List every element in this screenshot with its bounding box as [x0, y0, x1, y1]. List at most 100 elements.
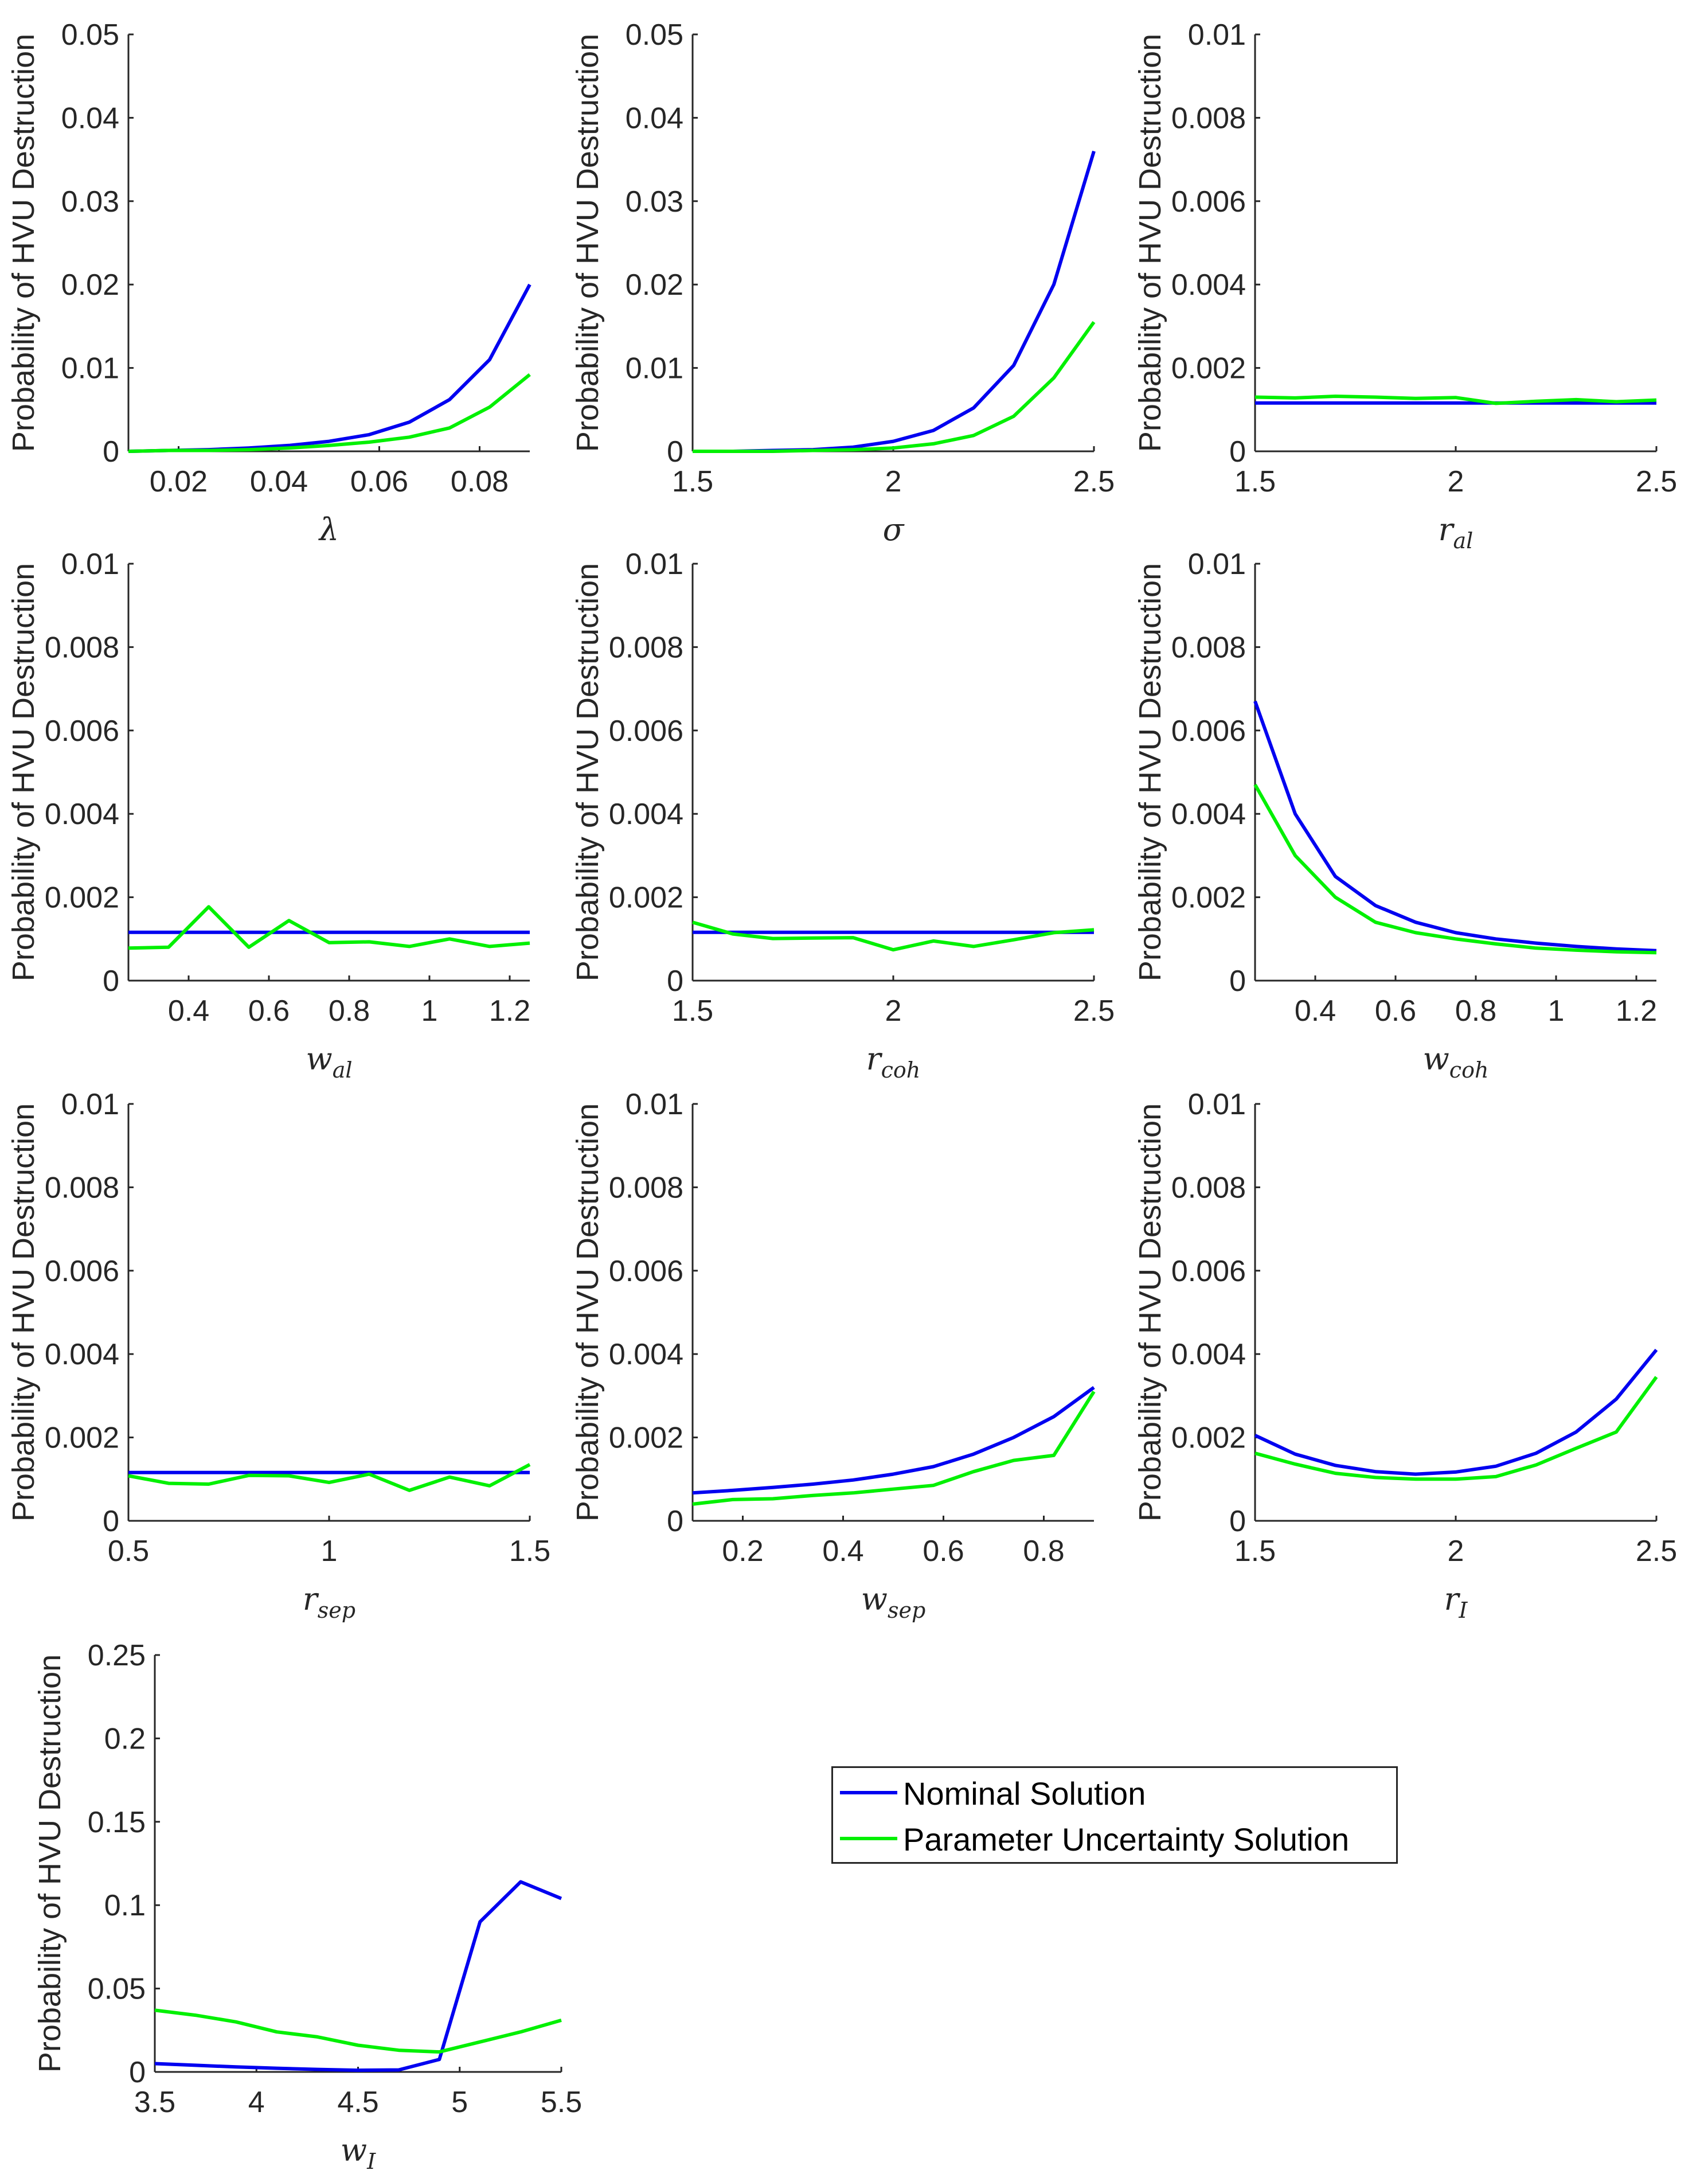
- x-tick-label: 0.5: [108, 1535, 149, 1568]
- x-tick-label: 2: [1448, 465, 1464, 498]
- x-tick-label: 1.2: [1616, 994, 1657, 1028]
- y-tick-label: 0.04: [61, 102, 119, 135]
- x-axis-label: wcoh: [1423, 1041, 1489, 1083]
- chart-panel-3: 0 0.002 0.004 0.006 0.008 0.01 1.5 2 2.5 ral Proba…: [1133, 18, 1677, 553]
- legend-label-nominal: Nominal Solution: [903, 1775, 1146, 1812]
- y-tick-label: 0.002: [45, 1422, 119, 1455]
- y-tick-label: 0.01: [626, 352, 683, 385]
- y-axis-label: Probability of HVU Destruction: [570, 1103, 605, 1521]
- y-tick-label: 0: [103, 965, 119, 998]
- y-tick-label: 0.01: [61, 1088, 119, 1121]
- series-line-uncertainty: [1254, 1376, 1658, 1481]
- y-tick-label: 0.002: [1171, 352, 1246, 385]
- x-tick-label: 1.5: [672, 994, 713, 1028]
- series-line-uncertainty: [692, 920, 1095, 952]
- y-tick-label: 0.01: [626, 1088, 683, 1121]
- x-tick-label: 0.4: [1295, 994, 1336, 1028]
- y-tick-label: 0.006: [1171, 715, 1246, 748]
- y-axis-label: Probability of HVU Destruction: [6, 34, 41, 452]
- series-line-nominal: [1253, 700, 1657, 953]
- chart-panel-8: 0 0.002 0.004 0.006 0.008 0.01 0.2 0.4 0.6 0.8 wse…: [570, 1088, 1096, 1623]
- y-tick-label: 0.03: [626, 185, 683, 218]
- x-tick-label: 0.4: [822, 1535, 863, 1568]
- y-tick-label: 0.2: [104, 1722, 146, 1755]
- x-tick-label: 0.06: [350, 465, 408, 498]
- y-tick-label: 0.01: [1188, 1088, 1246, 1121]
- x-tick-label: 2.5: [1073, 465, 1115, 498]
- y-tick-label: 0.008: [1171, 1171, 1246, 1204]
- series-line-uncertainty: [128, 373, 531, 453]
- y-tick-label: 0.02: [61, 268, 119, 302]
- y-tick-label: 0.002: [1171, 881, 1246, 915]
- x-tick-label: 0.08: [451, 465, 509, 498]
- y-tick-label: 0.01: [61, 548, 119, 581]
- y-tick-label: 0.01: [61, 352, 119, 385]
- chart-panel-6: 0 0.002 0.004 0.006 0.008 0.01 0.4 0.6 0.8 1 1.2 wc…: [1133, 548, 1657, 1083]
- y-tick-label: 0.006: [1171, 185, 1246, 218]
- chart-panel-1: 0 0.01 0.02 0.03 0.04 0.05 0.02 0.04 0.06 0.08 λ Pr…: [6, 18, 531, 548]
- x-axis-label: rI: [1444, 1581, 1468, 1623]
- y-axis-label: Probability of HVU Destruction: [1133, 563, 1167, 981]
- x-tick-label: 0.6: [248, 994, 290, 1028]
- x-tick-label: 0.6: [923, 1535, 964, 1568]
- y-tick-label: 0.008: [609, 1171, 683, 1204]
- y-tick-label: 0.002: [1171, 1422, 1246, 1455]
- y-tick-label: 0.04: [626, 102, 683, 135]
- y-tick-label: 0.05: [626, 18, 683, 52]
- y-tick-label: 0.01: [1188, 18, 1246, 52]
- legend-label-uncertainty: Parameter Uncertainty Solution: [903, 1821, 1350, 1857]
- y-tick-label: 0.002: [609, 1422, 683, 1455]
- y-axis-label: Probability of HVU Destruction: [570, 563, 605, 981]
- y-tick-label: 0.004: [1171, 268, 1246, 302]
- y-axis-label: Probability of HVU Destruction: [6, 563, 41, 981]
- y-tick-label: 0.004: [609, 1338, 683, 1371]
- y-tick-label: 0.05: [88, 1973, 146, 2006]
- series-line-uncertainty: [1253, 783, 1657, 955]
- y-tick-label: 0: [667, 965, 683, 998]
- x-tick-label: 4: [248, 2086, 265, 2119]
- x-tick-label: 0.04: [250, 465, 308, 498]
- x-axis-label: rcoh: [866, 1041, 920, 1083]
- y-axis-label: Probability of HVU Destruction: [1133, 34, 1167, 452]
- x-axis-label: λ: [318, 512, 339, 548]
- y-tick-label: 0: [1229, 965, 1246, 998]
- x-axis-label: rsep: [303, 1581, 355, 1623]
- y-tick-label: 0: [1229, 1505, 1246, 1538]
- x-axis-label: wsep: [861, 1581, 926, 1623]
- chart-panel-9: 0 0.002 0.004 0.006 0.008 0.01 1.5 2 2.5 rI Probab…: [1133, 1088, 1677, 1623]
- series-line-uncertainty: [128, 905, 530, 950]
- y-tick-label: 0.006: [1171, 1255, 1246, 1288]
- y-tick-label: 0.004: [1171, 1338, 1246, 1371]
- y-tick-label: 0.15: [88, 1806, 146, 1839]
- y-tick-label: 0.004: [45, 1338, 119, 1371]
- legend-line-nominal: [840, 1791, 897, 1794]
- x-tick-label: 2: [885, 994, 902, 1028]
- x-tick-label: 1.2: [489, 994, 530, 1028]
- y-tick-label: 0: [103, 435, 119, 469]
- y-tick-label: 0: [103, 1505, 119, 1538]
- y-tick-label: 0: [1229, 435, 1246, 469]
- y-tick-label: 0.002: [609, 881, 683, 915]
- x-axis-label: wI: [341, 2132, 376, 2174]
- y-tick-label: 0.004: [1171, 798, 1246, 831]
- series-line-uncertainty: [1254, 395, 1657, 405]
- y-axis-label: Probability of HVU Destruction: [6, 1103, 41, 1521]
- x-tick-label: 0.4: [168, 994, 209, 1028]
- x-tick-label: 0.6: [1375, 994, 1416, 1028]
- x-tick-label: 0.02: [150, 465, 208, 498]
- y-tick-label: 0.008: [1171, 102, 1246, 135]
- x-tick-label: 1: [321, 1535, 338, 1568]
- y-tick-label: 0.006: [609, 715, 683, 748]
- x-tick-label: 5.5: [541, 2086, 582, 2119]
- y-tick-label: 0.006: [45, 715, 119, 748]
- y-tick-label: 0.002: [45, 881, 119, 915]
- y-tick-label: 0.008: [45, 1171, 119, 1204]
- y-tick-label: 0.006: [609, 1255, 683, 1288]
- series-line-nominal: [128, 283, 531, 453]
- x-tick-label: 0.8: [1023, 1535, 1064, 1568]
- y-axis-label: Probability of HVU Destruction: [33, 1654, 67, 2072]
- y-tick-label: 0.008: [1171, 631, 1246, 664]
- x-tick-label: 1: [1548, 994, 1565, 1028]
- y-tick-label: 0.25: [88, 1639, 146, 1672]
